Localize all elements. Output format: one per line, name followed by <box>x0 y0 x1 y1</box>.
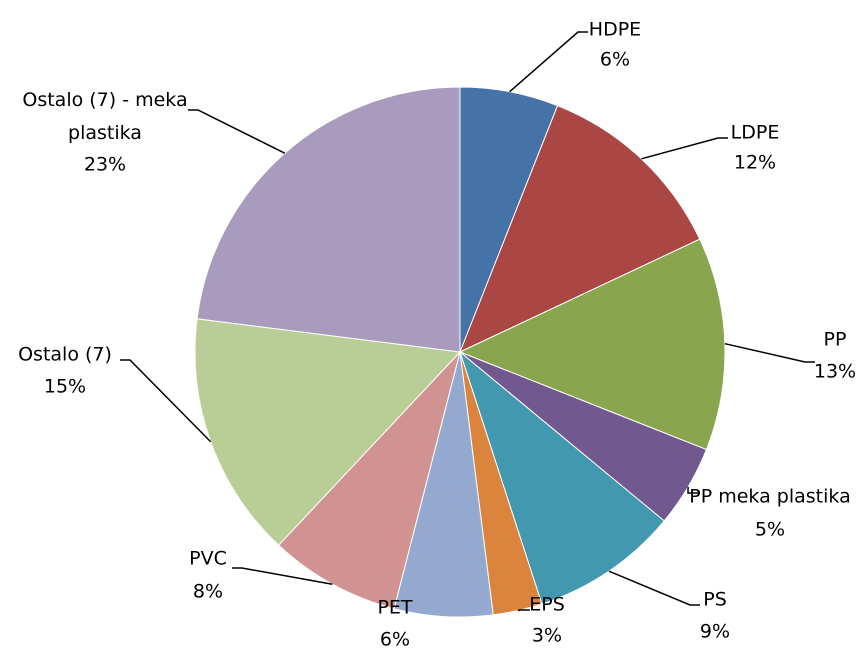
leader-line <box>188 109 286 154</box>
value-label: 12% <box>734 152 776 174</box>
pie-slice <box>196 86 461 353</box>
leader-line <box>641 137 728 160</box>
leader-line <box>509 31 588 93</box>
slice-label: PP meka plastika <box>689 486 850 508</box>
slice-label: LDPE <box>731 122 780 144</box>
leader-line <box>608 570 700 606</box>
pie-slice <box>194 318 462 546</box>
value-label: 9% <box>700 621 730 643</box>
value-label: 13% <box>814 361 856 383</box>
leader-line <box>517 609 530 612</box>
leader-line <box>120 359 212 443</box>
value-label: 6% <box>600 49 630 71</box>
value-label: 3% <box>532 625 562 647</box>
leader-line <box>232 567 333 585</box>
leader-line <box>687 486 698 494</box>
slice-label: PP <box>824 329 847 351</box>
slice-label: Ostalo (7) <box>18 344 112 366</box>
value-label: 15% <box>44 376 86 398</box>
slice-label: PET <box>377 597 412 619</box>
pie-slice <box>459 104 701 353</box>
leader-line <box>724 342 815 363</box>
slice-label: Ostalo (7) - meka plastika <box>22 89 187 144</box>
value-label: 5% <box>755 519 785 541</box>
slice-label: EPS <box>529 594 565 616</box>
value-label: 8% <box>193 581 223 603</box>
value-label: 6% <box>380 629 410 650</box>
slice-label: PS <box>703 589 727 611</box>
value-label: 23% <box>84 154 126 176</box>
slice-label: PVC <box>189 548 227 570</box>
slice-label: HDPE <box>589 19 641 41</box>
